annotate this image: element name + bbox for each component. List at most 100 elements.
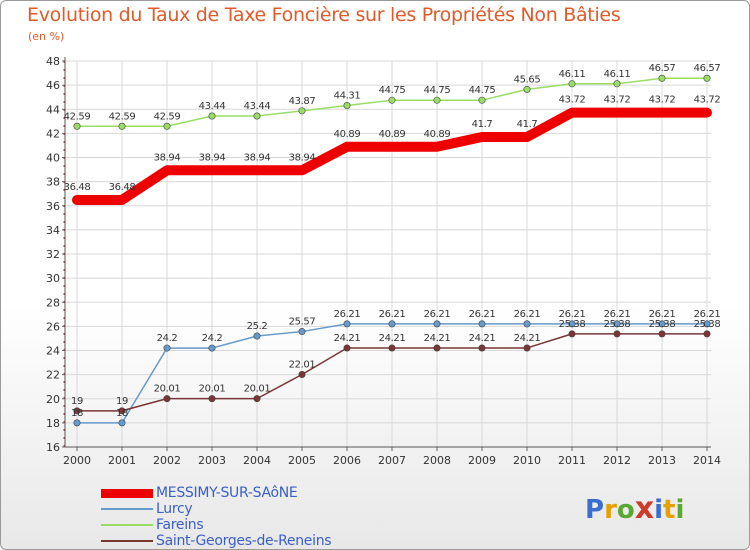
logo-letter: r — [604, 495, 617, 525]
x-tick-label: 2006 — [333, 454, 361, 467]
data-label: 24.21 — [469, 333, 496, 344]
data-label: 40.89 — [379, 129, 406, 140]
data-label: 43.72 — [604, 95, 631, 106]
data-label: 42.59 — [64, 111, 91, 122]
data-point — [658, 74, 666, 82]
data-point — [523, 344, 531, 352]
data-point — [433, 344, 441, 352]
y-tick-label: 16 — [46, 441, 60, 454]
x-tick-label: 2013 — [648, 454, 676, 467]
data-label: 46.11 — [604, 69, 631, 80]
x-tick-label: 2004 — [243, 454, 271, 467]
data-label: 24.21 — [334, 333, 361, 344]
logo-letter: P — [585, 495, 605, 525]
data-point — [298, 107, 306, 115]
data-label: 20.01 — [199, 384, 226, 395]
data-point — [208, 344, 216, 352]
data-point — [568, 330, 576, 338]
data-label-layer: 42.59 42.59 42.59 43.44 43.44 43.87 44.31 44.75… — [64, 63, 721, 419]
data-label: 26.21 — [694, 309, 721, 320]
y-axis-unit-label: (en %) — [28, 30, 65, 43]
y-tick-label: 30 — [46, 272, 60, 285]
data-point — [163, 344, 171, 352]
data-label: 24.21 — [379, 333, 406, 344]
data-label: 36.48 — [64, 182, 91, 193]
y-tick-label: 28 — [46, 296, 60, 309]
data-point — [703, 74, 711, 82]
data-label: 44.31 — [334, 91, 361, 102]
legend-label: Saint-Georges-de-Reneins — [156, 533, 332, 549]
data-label: 26.21 — [559, 309, 586, 320]
data-point — [163, 122, 171, 130]
x-tick-label: 2002 — [153, 454, 181, 467]
x-tick-label: 2012 — [603, 454, 631, 467]
axis-layer: 16 18 20 22 24 26 28 30 32 34 36 38 40 42 44 46 48 2000 20… — [46, 55, 721, 467]
data-point — [208, 395, 216, 403]
y-tick-label: 46 — [46, 79, 60, 92]
data-label: 24.21 — [514, 333, 541, 344]
data-label: 38.94 — [244, 152, 271, 163]
data-label: 24.2 — [202, 333, 223, 344]
y-tick-label: 34 — [46, 224, 60, 237]
data-label: 26.21 — [469, 309, 496, 320]
data-label: 40.89 — [424, 129, 451, 140]
data-point — [613, 320, 621, 328]
legend-swatch — [101, 488, 153, 498]
data-point — [298, 371, 306, 379]
x-tick-label: 2007 — [378, 454, 406, 467]
data-label: 44.75 — [424, 85, 451, 96]
y-tick-label: 40 — [46, 152, 60, 165]
logo-letter: i — [675, 495, 685, 525]
data-point — [703, 330, 711, 338]
data-label: 38.94 — [154, 152, 181, 163]
data-point — [73, 419, 81, 427]
data-label: 43.72 — [559, 95, 586, 106]
data-point — [208, 112, 216, 120]
data-point — [613, 330, 621, 338]
legend-label: Fareins — [156, 517, 204, 533]
data-label: 18 — [116, 408, 128, 419]
y-tick-label: 24 — [46, 345, 60, 358]
data-label: 42.59 — [154, 111, 181, 122]
data-label: 43.72 — [694, 95, 721, 106]
data-label: 42.59 — [109, 111, 136, 122]
data-point — [118, 122, 126, 130]
logo-letter: o — [616, 495, 635, 525]
data-point — [253, 332, 261, 340]
data-label: 40.89 — [334, 129, 361, 140]
legend-label: Lurcy — [156, 501, 193, 517]
logo-letter: t — [663, 495, 676, 525]
data-point — [433, 96, 441, 104]
x-tick-label: 2009 — [468, 454, 496, 467]
chart-title: Evolution du Taux de Taxe Foncière sur l… — [27, 4, 621, 26]
data-point — [523, 320, 531, 328]
data-point — [388, 320, 396, 328]
data-label: 24.21 — [424, 333, 451, 344]
data-label: 41.7 — [517, 119, 538, 130]
y-tick-label: 32 — [46, 248, 60, 261]
data-point — [478, 96, 486, 104]
data-label: 20.01 — [154, 384, 181, 395]
data-label: 43.44 — [244, 101, 271, 112]
data-label: 26.21 — [334, 309, 361, 320]
data-label: 44.75 — [469, 85, 496, 96]
data-point — [118, 407, 126, 415]
legend-swatch — [101, 508, 153, 510]
data-point — [253, 112, 261, 120]
legend-swatch — [101, 524, 153, 526]
data-point — [613, 80, 621, 88]
legend-swatch — [101, 540, 153, 542]
data-point — [658, 330, 666, 338]
legend-label: MESSIMY-SUR-SAôNE — [156, 485, 298, 501]
data-point — [388, 344, 396, 352]
y-tick-label: 44 — [46, 103, 60, 116]
x-tick-label: 2003 — [198, 454, 226, 467]
data-point — [433, 320, 441, 328]
logo-letter: i — [654, 495, 664, 525]
data-label: 26.21 — [514, 309, 541, 320]
data-label: 38.94 — [289, 152, 316, 163]
data-label: 25.57 — [289, 317, 316, 328]
data-label: 43.44 — [199, 101, 226, 112]
series-line-messimy-sur-sa-ne — [72, 107, 712, 205]
